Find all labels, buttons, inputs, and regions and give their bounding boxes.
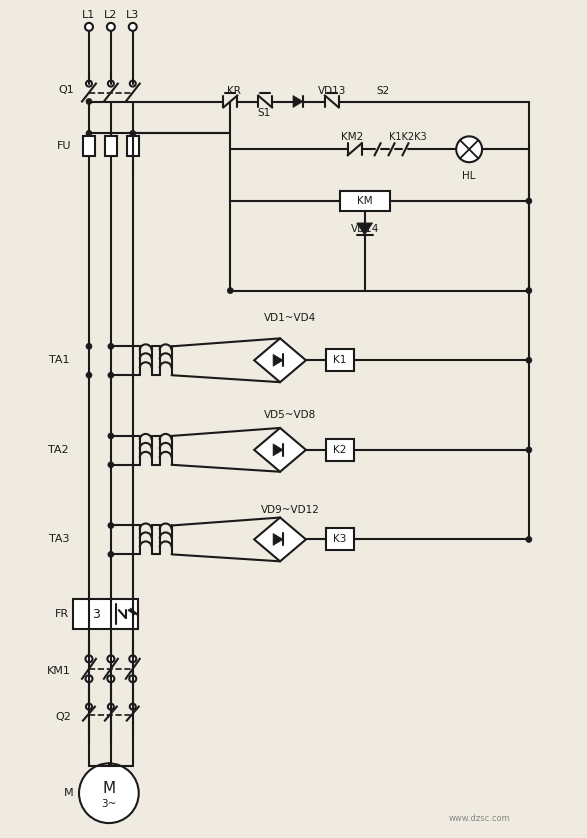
Circle shape xyxy=(526,536,532,542)
Text: www.dzsc.com: www.dzsc.com xyxy=(448,814,510,823)
Text: 3: 3 xyxy=(92,608,100,621)
Circle shape xyxy=(129,675,136,682)
Text: VD14: VD14 xyxy=(350,224,379,234)
Circle shape xyxy=(108,80,114,86)
Text: KM: KM xyxy=(357,196,373,206)
Circle shape xyxy=(107,675,114,682)
Polygon shape xyxy=(273,354,283,366)
Polygon shape xyxy=(254,518,306,561)
Circle shape xyxy=(86,344,92,349)
Circle shape xyxy=(130,131,136,137)
Text: K2: K2 xyxy=(333,445,346,455)
Text: 3~: 3~ xyxy=(101,799,117,810)
Bar xyxy=(105,137,117,156)
Text: Q2: Q2 xyxy=(55,711,71,722)
Bar xyxy=(326,439,354,461)
Text: FU: FU xyxy=(56,142,71,152)
Circle shape xyxy=(108,433,114,439)
Text: FR: FR xyxy=(55,609,69,619)
Text: KM1: KM1 xyxy=(47,666,71,675)
Circle shape xyxy=(526,287,532,293)
Text: S2: S2 xyxy=(376,85,390,96)
Bar xyxy=(83,137,95,156)
Polygon shape xyxy=(273,534,283,546)
Text: L3: L3 xyxy=(126,10,139,20)
Circle shape xyxy=(85,23,93,31)
Text: TA2: TA2 xyxy=(49,445,69,455)
Text: K1: K1 xyxy=(333,355,346,365)
Circle shape xyxy=(526,357,532,363)
Text: TA3: TA3 xyxy=(49,535,69,545)
Bar xyxy=(127,137,139,156)
Text: VD1~VD4: VD1~VD4 xyxy=(264,313,316,323)
Circle shape xyxy=(108,344,114,349)
Text: Q1: Q1 xyxy=(58,85,74,95)
Circle shape xyxy=(86,704,92,710)
Circle shape xyxy=(227,287,233,293)
Circle shape xyxy=(108,372,114,378)
Text: L2: L2 xyxy=(104,10,117,20)
Circle shape xyxy=(526,198,532,204)
Bar xyxy=(326,349,354,371)
Circle shape xyxy=(108,462,114,468)
Circle shape xyxy=(129,23,137,31)
Text: KM2: KM2 xyxy=(340,132,363,142)
Circle shape xyxy=(130,80,136,86)
Text: TA1: TA1 xyxy=(49,355,69,365)
Text: S1: S1 xyxy=(258,108,271,118)
Text: KR: KR xyxy=(227,85,241,96)
Text: VD13: VD13 xyxy=(318,85,346,96)
Circle shape xyxy=(86,131,92,137)
Circle shape xyxy=(130,704,136,710)
Circle shape xyxy=(86,655,93,662)
Circle shape xyxy=(79,763,139,823)
Text: M: M xyxy=(102,781,116,796)
Circle shape xyxy=(129,655,136,662)
Bar xyxy=(326,529,354,551)
Bar xyxy=(340,191,390,211)
Text: L1: L1 xyxy=(82,10,96,20)
Circle shape xyxy=(107,23,115,31)
Circle shape xyxy=(108,704,114,710)
Circle shape xyxy=(108,523,114,529)
Text: K3: K3 xyxy=(333,535,346,545)
Circle shape xyxy=(526,447,532,453)
Circle shape xyxy=(108,551,114,557)
Text: HL: HL xyxy=(463,171,476,181)
Text: VD9~VD12: VD9~VD12 xyxy=(261,504,319,515)
Circle shape xyxy=(86,80,92,86)
Circle shape xyxy=(456,137,482,163)
Polygon shape xyxy=(357,223,373,235)
Bar xyxy=(73,599,138,629)
Circle shape xyxy=(86,675,93,682)
Circle shape xyxy=(86,99,92,105)
Text: M: M xyxy=(64,789,74,799)
Circle shape xyxy=(86,372,92,378)
Text: K1K2K3: K1K2K3 xyxy=(389,132,426,142)
Circle shape xyxy=(107,655,114,662)
Polygon shape xyxy=(273,444,283,456)
Polygon shape xyxy=(293,96,303,107)
Polygon shape xyxy=(254,428,306,472)
Text: VD5~VD8: VD5~VD8 xyxy=(264,410,316,420)
Polygon shape xyxy=(254,339,306,382)
